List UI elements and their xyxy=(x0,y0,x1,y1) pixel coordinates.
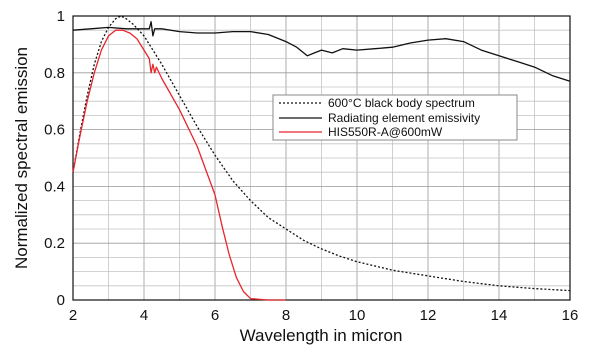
series-line-his550r xyxy=(72,29,286,301)
series-layer xyxy=(72,15,571,301)
x-tick-label: 10 xyxy=(349,307,366,324)
x-tick-label: 4 xyxy=(140,307,148,324)
y-tick-label: 0.6 xyxy=(44,122,65,139)
series-line-blackbody xyxy=(72,15,571,292)
y-tick-label: 0 xyxy=(57,292,65,309)
x-tick-label: 14 xyxy=(491,307,508,324)
y-tick-label: 0.2 xyxy=(44,235,65,252)
x-tick-label: 2 xyxy=(69,307,77,324)
grid xyxy=(72,15,571,301)
x-axis-title: Wavelength in micron xyxy=(240,326,403,345)
y-tick-label: 0.4 xyxy=(44,178,65,195)
y-tick-label: 1 xyxy=(57,8,65,25)
legend-label-blackbody: 600°C black body spectrum xyxy=(328,96,475,110)
x-tick-label: 6 xyxy=(211,307,219,324)
legend: 600°C black body spectrum Radiating elem… xyxy=(272,94,518,141)
legend-label-emissivity: Radiating element emissivity xyxy=(328,111,480,125)
x-tick-label: 12 xyxy=(420,307,437,324)
series-line-emissivity xyxy=(72,21,571,82)
tick-labels: 2 4 6 8 10 12 14 16 0 0.2 0.4 0.6 0.8 1 xyxy=(44,8,578,324)
x-tick-label: 8 xyxy=(282,307,290,324)
x-tick-label: 16 xyxy=(562,307,579,324)
y-axis-title: Normalized spectral emission xyxy=(12,47,31,269)
y-tick-label: 0.8 xyxy=(44,65,65,82)
plot-frame xyxy=(72,15,571,301)
legend-label-his550r: HIS550R-A@600mW xyxy=(328,125,443,139)
